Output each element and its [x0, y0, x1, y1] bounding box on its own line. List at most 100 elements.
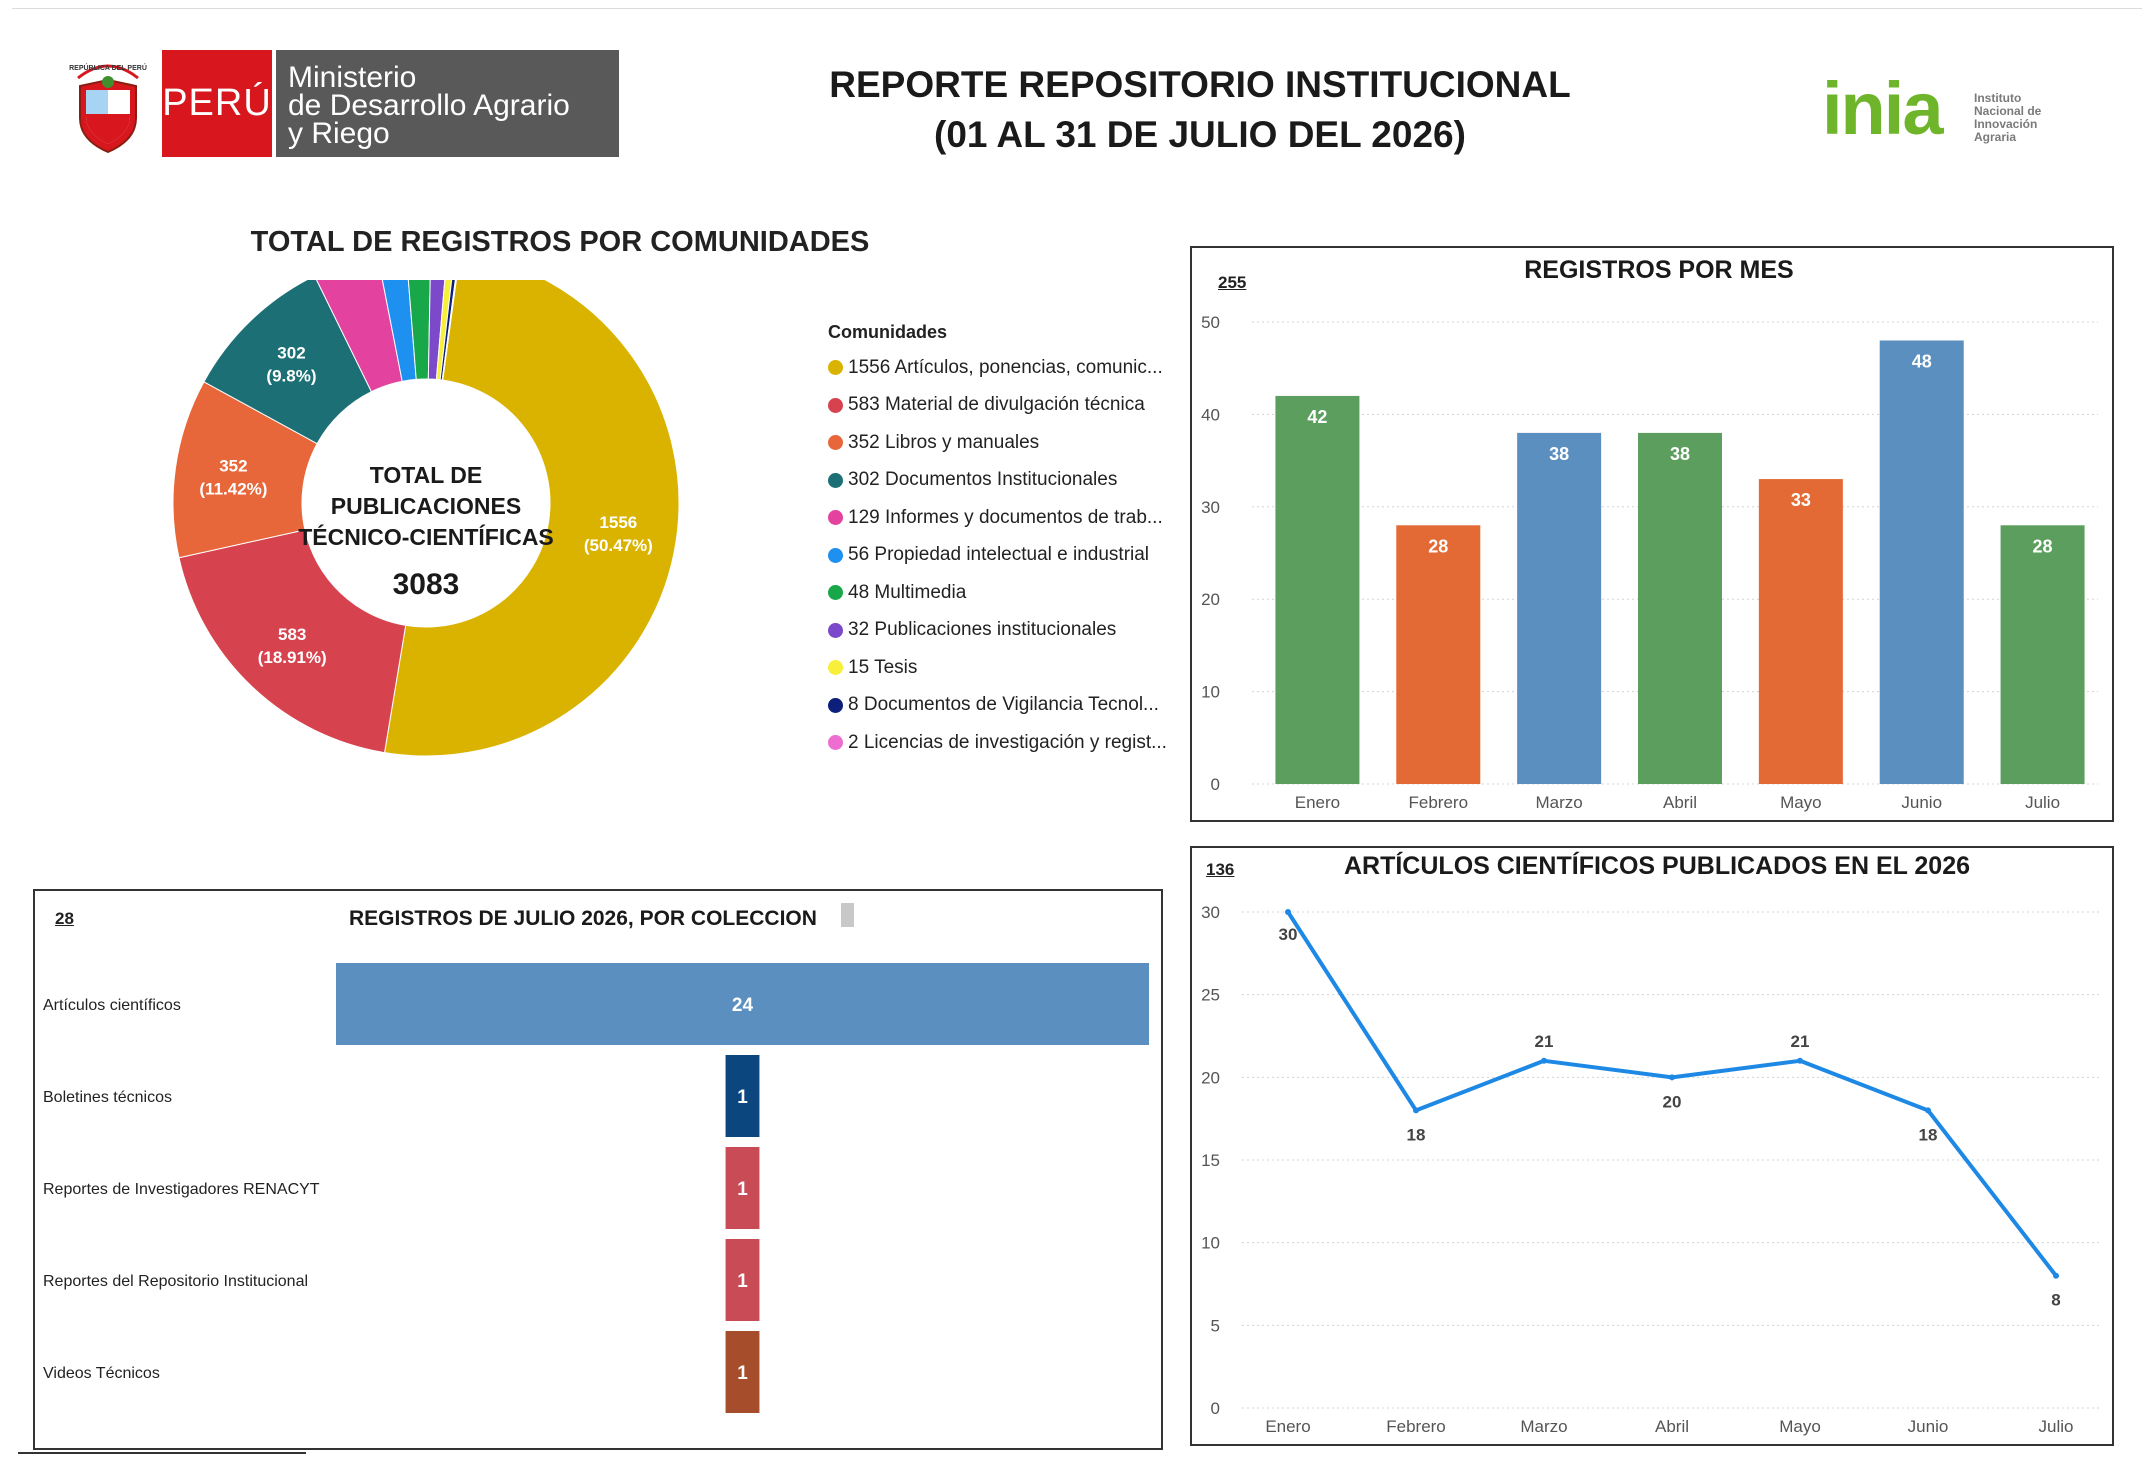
- donut-slice-label-2: 352: [219, 457, 247, 476]
- monthly-bar-6[interactable]: [2000, 525, 2085, 784]
- articles-ytick-1: 5: [1211, 1316, 1220, 1335]
- articles-point-3[interactable]: [1669, 1074, 1675, 1081]
- ministry-name: Ministerio de Desarrollo Agrario y Riego: [276, 50, 619, 157]
- monthly-xtick-3: Abril: [1663, 793, 1697, 812]
- monthly-bar-label-6: 28: [2033, 536, 2053, 556]
- legend-label-4: 129 Informes y documentos de trab...: [848, 506, 1163, 528]
- articles-total: 136: [1206, 860, 1235, 879]
- monthly-xtick-4: Mayo: [1780, 793, 1822, 812]
- monthly-ytick-4: 40: [1201, 405, 1220, 424]
- donut-center-total: 3083: [393, 568, 460, 601]
- collection-bar-1[interactable]: [725, 1055, 760, 1137]
- legend-item-1[interactable]: 583 Material de divulgación técnica: [828, 387, 1168, 425]
- page-title: REPORTE REPOSITORIO INSTITUCIONAL (01 AL…: [700, 60, 1700, 160]
- legend-swatch-10: [828, 735, 843, 751]
- collection-bar-3[interactable]: [725, 1239, 760, 1321]
- articles-point-label-3: 20: [1663, 1092, 1682, 1111]
- articles-ytick-6: 30: [1201, 903, 1220, 922]
- articles-point-label-5: 18: [1919, 1125, 1938, 1144]
- articles-xtick-6: Julio: [2039, 1417, 2074, 1436]
- legend-swatch-3: [828, 472, 843, 488]
- legend-label-10: 2 Licencias de investigación y regist...: [848, 731, 1167, 753]
- monthly-xtick-2: Marzo: [1536, 793, 1583, 812]
- articles-xtick-3: Abril: [1655, 1417, 1689, 1436]
- monthly-bar-title: REGISTROS POR MES: [1524, 256, 1794, 284]
- collection-bar-label-1: 1: [737, 1087, 748, 1108]
- donut-slice-0[interactable]: [383, 280, 680, 757]
- monthly-xtick-1: Febrero: [1409, 793, 1469, 812]
- ministry-logo: PERÚ Ministerio de Desarrollo Agrario y …: [162, 50, 619, 157]
- monthly-bar-label-5: 48: [1912, 351, 1932, 371]
- articles-line-panel: 136 ARTÍCULOS CIENTÍFICOS PUBLICADOS EN …: [1190, 846, 2114, 1446]
- inia-wordmark: inia: [1822, 67, 1943, 150]
- legend-label-0: 1556 Artículos, ponencias, comunic...: [848, 356, 1163, 378]
- legend-item-10[interactable]: 2 Licencias de investigación y regist...: [828, 724, 1168, 762]
- monthly-bar-panel: 255 REGISTROS POR MES 0 10 20 30 40 50 42 Enero…: [1190, 246, 2114, 822]
- legend-item-9[interactable]: 8 Documentos de Vigilancia Tecnol...: [828, 687, 1168, 725]
- articles-point-1[interactable]: [1413, 1107, 1419, 1114]
- collection-bar-4[interactable]: [725, 1331, 760, 1413]
- top-divider: [12, 8, 2142, 9]
- monthly-bar-2[interactable]: [1517, 432, 1602, 784]
- inia-logo: inia Instituto Nacional de Innovación Ag…: [1822, 72, 2062, 148]
- collection-total: 28: [55, 909, 74, 928]
- articles-xtick-4: Mayo: [1779, 1417, 1821, 1436]
- ministry-country: PERÚ: [162, 50, 272, 157]
- articles-point-5[interactable]: [1925, 1107, 1931, 1114]
- monthly-bar-label-1: 28: [1428, 536, 1448, 556]
- donut-slice-pct-1: (18.91%): [258, 648, 327, 667]
- monthly-bar-1[interactable]: [1396, 525, 1481, 784]
- monthly-bar-3[interactable]: [1638, 432, 1722, 784]
- monthly-ytick-2: 20: [1201, 590, 1220, 609]
- bottom-divider: [18, 1452, 306, 1454]
- collection-bar-2[interactable]: [725, 1147, 760, 1229]
- legend-swatch-5: [828, 547, 843, 563]
- collection-bar-0[interactable]: [336, 963, 1149, 1045]
- legend-item-6[interactable]: 48 Multimedia: [828, 574, 1168, 612]
- donut-slice-10[interactable]: [441, 280, 460, 381]
- inia-sub-3: Innovación: [1974, 117, 2038, 131]
- collection-bar-label-0: 24: [732, 995, 754, 1016]
- donut-slice-pct-3: (9.8%): [266, 367, 316, 386]
- legend-swatch-7: [828, 622, 843, 638]
- monthly-xtick-6: Julio: [2025, 793, 2060, 812]
- donut-slice-3[interactable]: [203, 280, 373, 445]
- monthly-bar-0[interactable]: [1275, 395, 1360, 784]
- articles-point-6[interactable]: [2053, 1272, 2059, 1279]
- donut-slice-1[interactable]: [178, 529, 407, 754]
- articles-point-label-4: 21: [1791, 1032, 1810, 1051]
- donut-center-label-1: TOTAL DE: [370, 462, 482, 488]
- articles-point-0[interactable]: [1285, 909, 1291, 915]
- legend-item-8[interactable]: 15 Tesis: [828, 649, 1168, 687]
- panel-scroll-handle[interactable]: [841, 903, 854, 927]
- collection-bar-label-4: 1: [737, 1363, 748, 1384]
- monthly-bar-label-3: 38: [1670, 444, 1690, 464]
- articles-point-4[interactable]: [1797, 1057, 1803, 1064]
- donut-center-label-2: PUBLICACIONES: [331, 493, 521, 519]
- articles-ytick-4: 20: [1201, 1068, 1220, 1087]
- articles-point-2[interactable]: [1541, 1057, 1547, 1064]
- donut-center-label-3: TÉCNICO-CIENTÍFICAS: [298, 523, 554, 550]
- legend-item-3[interactable]: 302 Documentos Institucionales: [828, 462, 1168, 500]
- legend-item-2[interactable]: 352 Libros y manuales: [828, 424, 1168, 462]
- legend-item-7[interactable]: 32 Publicaciones institucionales: [828, 612, 1168, 650]
- legend-item-0[interactable]: 1556 Artículos, ponencias, comunic...: [828, 349, 1168, 387]
- donut-slice-4[interactable]: [315, 280, 403, 393]
- donut-slice-label-0: 1556: [599, 513, 637, 532]
- legend-item-4[interactable]: 129 Informes y documentos de trab...: [828, 499, 1168, 537]
- monthly-ytick-1: 10: [1201, 683, 1220, 702]
- legend-label-3: 302 Documentos Institucionales: [848, 469, 1118, 491]
- articles-ytick-3: 15: [1201, 1151, 1220, 1170]
- monthly-bar-5[interactable]: [1879, 340, 1964, 784]
- legend-label-7: 32 Publicaciones institucionales: [848, 619, 1117, 641]
- articles-ytick-5: 25: [1201, 986, 1220, 1005]
- collection-category-4: Videos Técnicos: [43, 1365, 160, 1382]
- legend-item-5[interactable]: 56 Propiedad intelectual e industrial: [828, 537, 1168, 575]
- collection-bar-label-3: 1: [737, 1271, 748, 1292]
- monthly-bar-chart: 0 10 20 30 40 50 42 Enero 28 Febrero 38 Marzo 38 Abri…: [1201, 313, 2098, 812]
- legend-swatch-2: [828, 435, 843, 451]
- articles-line-title: ARTÍCULOS CIENTÍFICOS PUBLICADOS EN EL 2…: [1343, 852, 1970, 880]
- legend-title: Comunidades: [828, 322, 948, 342]
- monthly-ytick-0: 0: [1211, 775, 1220, 794]
- monthly-bar-4[interactable]: [1758, 479, 1843, 784]
